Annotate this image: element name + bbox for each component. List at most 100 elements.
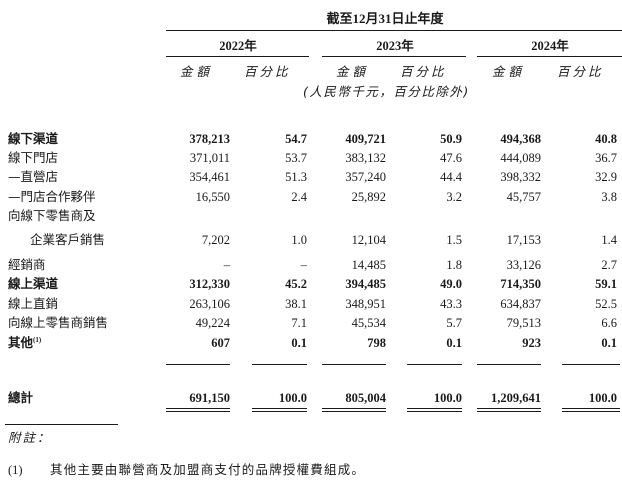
table-cell: 1.0 [291, 233, 307, 247]
table-cell: 50.9 [440, 132, 462, 146]
period-underline [166, 30, 622, 31]
table-cell: 348,951 [345, 297, 386, 311]
total-amt-2022: 691,150 [189, 391, 230, 405]
total-top-rule-amt-2024 [477, 364, 541, 365]
table-cell: 398,332 [500, 170, 541, 184]
table-cell: – [223, 258, 230, 272]
table-cell: 17,153 [506, 233, 541, 247]
row-label: —直營店 [8, 169, 59, 184]
table-cell: 7,202 [201, 233, 230, 247]
total-double-rule-8 [407, 411, 462, 412]
row-label: 向線上零售商銷售 [8, 315, 109, 330]
table-cell: 0.1 [601, 336, 617, 350]
total-double-rule-2 [166, 411, 230, 412]
table-cell: 0.1 [291, 336, 307, 350]
table-cell: 378,213 [189, 132, 230, 146]
total-pct-2024: 100.0 [588, 391, 617, 405]
total-top-rule-pct-2024 [562, 364, 620, 365]
table-cell: 45,757 [506, 190, 541, 204]
row-label: 線上渠道 [8, 276, 59, 291]
row-label: 線下渠道 [8, 131, 59, 146]
year-2023-underline [322, 56, 466, 57]
total-double-rule-1 [166, 408, 230, 409]
row-label: 經銷商 [8, 257, 46, 272]
total-pct-2022: 100.0 [278, 391, 307, 405]
table-cell: 52.5 [595, 297, 617, 311]
total-double-rule-4 [252, 411, 307, 412]
table-cell: 409,721 [345, 132, 386, 146]
table-cell: 1.8 [446, 258, 462, 272]
total-amt-2023: 805,004 [345, 391, 386, 405]
table-cell: 357,240 [345, 170, 386, 184]
table-cell: 45.2 [285, 277, 307, 291]
total-double-rule-12 [562, 411, 620, 412]
table-cell: 2.4 [291, 190, 307, 204]
row-label: 向線下零售商及 [8, 208, 96, 223]
year-2023: 2023年 [376, 39, 414, 53]
table-cell: 1.5 [446, 233, 462, 247]
amount-label-2022: 金額 [180, 64, 214, 79]
table-cell: 36.7 [595, 151, 617, 165]
total-double-rule-7 [407, 408, 462, 409]
table-cell: 40.8 [595, 132, 617, 146]
table-cell: 14,485 [351, 258, 386, 272]
table-cell: 371,011 [189, 151, 230, 165]
table-cell: 5.7 [446, 316, 462, 330]
amount-label-2023: 金額 [336, 64, 370, 79]
year-2024-underline [477, 56, 622, 57]
table-cell: 394,485 [345, 277, 386, 291]
table-cell: 12,104 [351, 233, 386, 247]
total-double-rule-6 [322, 411, 386, 412]
table-cell: 16,550 [195, 190, 230, 204]
row-label: 線上直銷 [8, 296, 59, 311]
note-text: 其他主要由聯營商及加盟商支付的品牌授權費組成。 [50, 462, 366, 477]
percent-label-2022: 百分比 [244, 64, 291, 79]
footnote-ref: (1) [33, 336, 42, 344]
year-2022-underline [166, 56, 309, 57]
table-cell: 47.6 [440, 151, 462, 165]
total-double-rule-3 [252, 408, 307, 409]
row-label: 企業客戶銷售 [30, 232, 106, 247]
total-pct-2023: 100.0 [433, 391, 462, 405]
table-cell: 1.4 [601, 233, 617, 247]
table-cell: 0.1 [446, 336, 462, 350]
notes-heading: 附註： [8, 430, 52, 445]
row-label: —門店合作夥伴 [8, 189, 96, 204]
year-2022: 2022年 [219, 39, 257, 53]
row-label: 其他(1) [8, 335, 42, 350]
table-cell: 354,461 [189, 170, 230, 184]
total-double-rule-10 [477, 411, 541, 412]
total-amt-2024: 1,209,641 [491, 391, 541, 405]
table-cell: 607 [211, 336, 230, 350]
table-cell: 2.7 [601, 258, 617, 272]
table-cell: 53.7 [285, 151, 307, 165]
row-label: 線下門店 [8, 150, 59, 165]
table-cell: 798 [367, 336, 386, 350]
table-cell: 79,513 [506, 316, 541, 330]
total-top-rule-amt-2022 [166, 364, 230, 365]
table-cell: 3.2 [446, 190, 462, 204]
table-cell: 6.6 [601, 316, 617, 330]
table-cell: 49,224 [195, 316, 230, 330]
period-header: 截至12月31日止年度 [326, 11, 444, 26]
table-cell: 714,350 [500, 277, 541, 291]
table-cell: 33,126 [506, 258, 541, 272]
table-cell: 7.1 [291, 316, 307, 330]
total-top-rule-pct-2022 [252, 364, 307, 365]
table-cell: 32.9 [595, 170, 617, 184]
table-cell: 59.1 [595, 277, 617, 291]
percent-label-2023: 百分比 [400, 64, 447, 79]
notes-rule [5, 424, 118, 425]
table-cell: 923 [522, 336, 541, 350]
table-cell: 51.3 [285, 170, 307, 184]
table-cell: – [300, 258, 307, 272]
table-cell: 54.7 [285, 132, 307, 146]
unit-note: (人民幣千元，百分比除外) [303, 84, 470, 99]
table-cell: 444,089 [500, 151, 541, 165]
total-double-rule-9 [477, 408, 541, 409]
table-cell: 43.3 [440, 297, 462, 311]
table-cell: 312,330 [189, 277, 230, 291]
total-double-rule-5 [322, 408, 386, 409]
table-cell: 38.1 [285, 297, 307, 311]
